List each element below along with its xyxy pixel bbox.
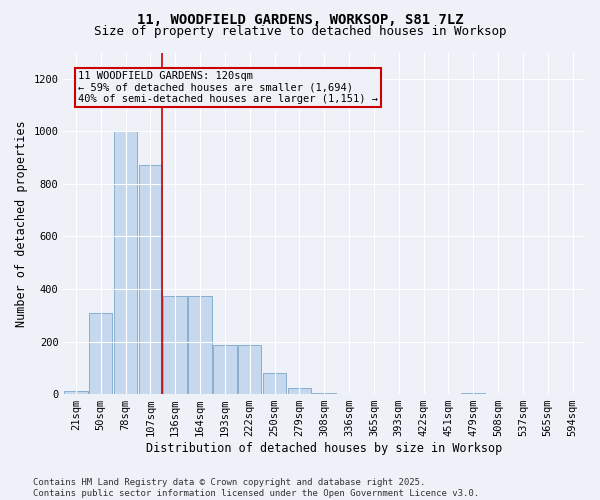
Bar xyxy=(313,393,336,394)
Text: 11, WOODFIELD GARDENS, WORKSOP, S81 7LZ: 11, WOODFIELD GARDENS, WORKSOP, S81 7LZ xyxy=(137,12,463,26)
X-axis label: Distribution of detached houses by size in Worksop: Distribution of detached houses by size … xyxy=(146,442,502,455)
Y-axis label: Number of detached properties: Number of detached properties xyxy=(15,120,28,326)
Bar xyxy=(163,296,187,394)
Text: 11 WOODFIELD GARDENS: 120sqm
← 59% of detached houses are smaller (1,694)
40% of: 11 WOODFIELD GARDENS: 120sqm ← 59% of de… xyxy=(79,71,379,104)
Bar xyxy=(114,132,137,394)
Text: Size of property relative to detached houses in Worksop: Size of property relative to detached ho… xyxy=(94,25,506,38)
Bar xyxy=(213,346,236,394)
Bar xyxy=(287,388,311,394)
Bar xyxy=(238,346,262,394)
Text: Contains HM Land Registry data © Crown copyright and database right 2025.
Contai: Contains HM Land Registry data © Crown c… xyxy=(33,478,479,498)
Bar xyxy=(188,296,212,394)
Bar xyxy=(461,393,485,394)
Bar xyxy=(139,166,162,394)
Bar xyxy=(64,392,88,394)
Bar xyxy=(89,312,112,394)
Bar xyxy=(263,373,286,394)
